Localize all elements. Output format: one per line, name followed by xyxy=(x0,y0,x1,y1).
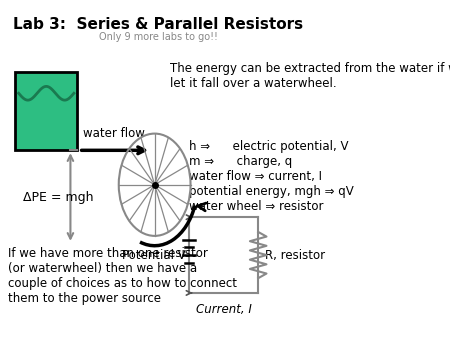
Text: water flow: water flow xyxy=(83,127,145,141)
Text: Potential V: Potential V xyxy=(122,248,186,262)
Text: h ⇒      electric potential, V
m ⇒      charge, q
water flow ⇒ current, I
potent: h ⇒ electric potential, V m ⇒ charge, q … xyxy=(189,141,354,214)
Bar xyxy=(15,72,77,150)
Text: R, resistor: R, resistor xyxy=(265,248,325,262)
Text: The energy can be extracted from the water if we
let it fall over a waterwheel.: The energy can be extracted from the wat… xyxy=(170,62,450,90)
Text: Current, I: Current, I xyxy=(196,303,252,316)
Text: Lab 3:  Series & Parallel Resistors: Lab 3: Series & Parallel Resistors xyxy=(13,17,303,31)
Text: Only 9 more labs to go!!: Only 9 more labs to go!! xyxy=(99,32,217,42)
Text: ΔPE = mgh: ΔPE = mgh xyxy=(23,191,94,203)
Text: If we have more than one resistor
(or waterwheel) then we have a
couple of choic: If we have more than one resistor (or wa… xyxy=(8,247,237,305)
